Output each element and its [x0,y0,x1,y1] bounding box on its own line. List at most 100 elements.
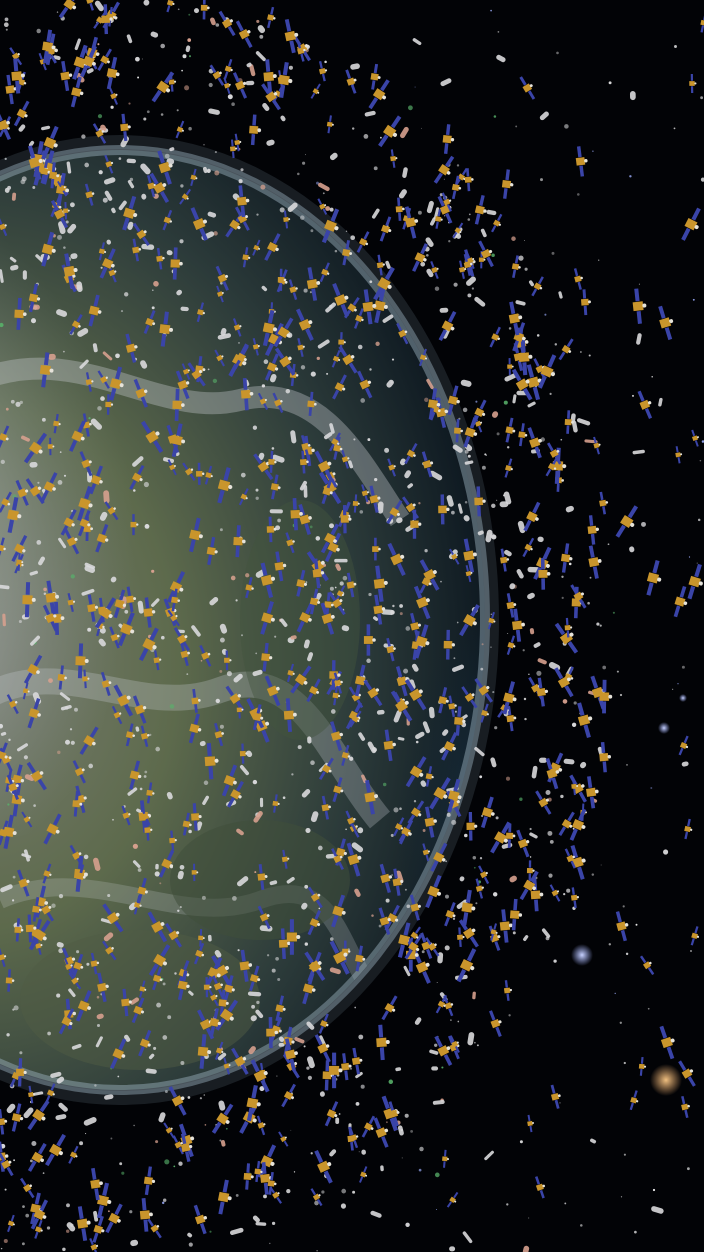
satellite [27,145,43,181]
debris-fragment [203,1094,206,1096]
satellite [516,829,530,858]
star [608,81,612,85]
debris-fragment [456,621,459,624]
satellite [13,100,30,127]
satellite [273,317,294,348]
satellite [63,957,74,976]
satellite [397,922,413,958]
debris-fragment [121,1171,125,1175]
rocket-body-debris [258,452,265,460]
debris-fragment [282,796,286,800]
debris-fragment [454,710,457,713]
rocket-body-debris [278,1042,285,1047]
rocket-body-debris [571,420,578,433]
satellite [531,276,544,297]
debris-fragment [232,896,237,901]
rocket-body-debris [166,791,173,800]
satellite [646,560,662,596]
debris-fragment [200,659,203,662]
rocket-body-debris [563,758,575,765]
debris-fragment [110,105,114,109]
star [701,440,704,443]
star [600,864,602,866]
debris-fragment [135,56,140,62]
satellite [252,704,264,731]
debris-fragment [20,179,26,185]
rocket-body-debris [393,709,402,723]
debris-fragment [391,358,395,361]
satellite [88,294,102,327]
star [380,136,382,139]
satellite [72,760,86,784]
debris-fragment [151,569,155,573]
rocket-body-debris [21,435,30,442]
debris-fragment [6,1033,10,1037]
debris-fragment [373,166,378,171]
star [529,856,532,858]
rocket-body-debris [306,1021,315,1030]
rocket-body-debris [307,652,314,662]
rocket-body-debris [324,432,333,440]
rocket-body-debris [202,166,208,174]
rocket-body-debris [210,17,216,26]
rocket-body-debris [155,863,159,870]
debris-fragment [472,855,477,860]
debris-fragment [385,898,390,903]
satellite [190,168,198,187]
debris-fragment [315,536,321,541]
satellite [188,713,202,744]
rocket-body-debris [191,625,201,637]
satellite [172,1135,184,1155]
debris-fragment [186,673,189,675]
satellite [0,109,12,141]
satellite [422,843,430,862]
debris-fragment [357,344,363,350]
debris-fragment [495,816,499,820]
rocket-body-debris [145,1068,157,1074]
satellite [480,796,495,829]
debris-fragment [96,1023,101,1028]
star [544,313,547,316]
satellite [401,496,420,519]
debris-fragment [547,830,553,836]
satellite [232,72,248,99]
satellite [658,305,674,341]
rocket-body-debris [439,747,446,753]
rocket-body-debris [104,190,113,201]
satellite [346,842,362,877]
satellite [214,722,224,747]
debris-fragment [97,114,103,119]
star [576,193,580,196]
star [490,9,492,12]
debris-fragment [57,234,62,240]
satellite [396,322,409,345]
star [650,787,653,789]
satellite [329,940,350,975]
satellite [239,743,248,764]
satellite [70,76,84,108]
debris-fragment [338,1113,341,1115]
rocket-body-debris [67,223,77,234]
rocket-body-debris [303,485,308,498]
rocket-body-debris [590,1138,597,1144]
rocket-body-debris [236,828,244,836]
satellite [290,665,312,694]
debris-fragment [473,866,476,869]
rocket-body-debris [250,1015,257,1022]
satellite [11,58,25,94]
satellite [90,1167,103,1201]
satellite [72,790,83,817]
satellite [409,894,421,921]
debris-fragment [137,868,142,872]
satellite [204,465,213,485]
star [638,283,640,285]
debris-fragment [58,893,64,899]
satellite [278,1131,289,1147]
debris-fragment [240,472,246,478]
rocket-body-debris [239,765,250,776]
satellite [489,326,501,348]
satellite [509,898,523,931]
rocket-body-debris [98,638,106,647]
satellite [363,679,383,707]
satellite [239,949,253,982]
